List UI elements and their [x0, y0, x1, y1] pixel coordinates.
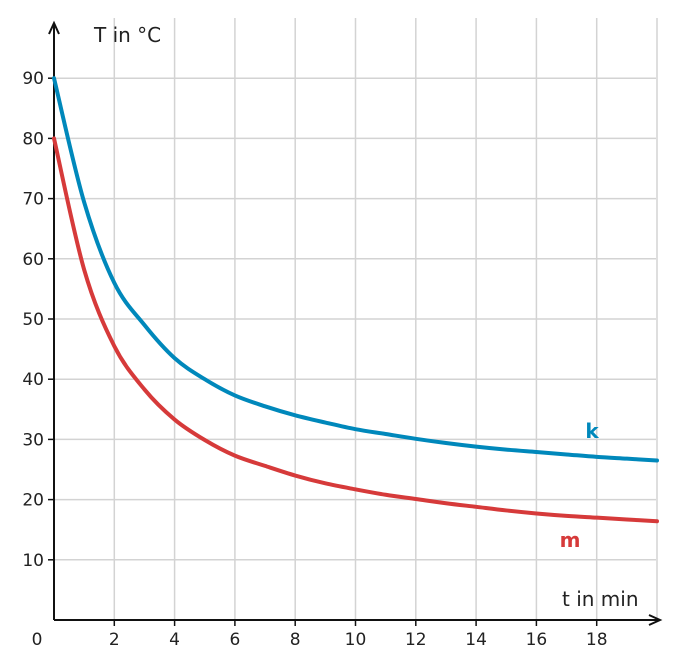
x-tick-label: 14: [465, 630, 487, 650]
x-tick-label: 16: [526, 630, 548, 650]
y-axis-arrow: [48, 20, 60, 35]
y-tick-label: 50: [22, 310, 44, 330]
x-axis-arrow: [648, 614, 663, 626]
y-tick-label: 20: [22, 491, 44, 511]
tick-labels: 2 4 6 8 10 12 14 16 18 10 20 30 40 50 60 70 80 90: [22, 69, 607, 650]
x-tick-label: 2: [109, 630, 120, 650]
y-tick-label: 10: [22, 551, 44, 571]
y-tick-label: 60: [22, 250, 44, 270]
series-line-k: [52, 76, 659, 463]
axes: [48, 20, 663, 626]
x-tick-label: 8: [290, 630, 301, 650]
x-axis-label: t in min: [562, 587, 639, 611]
series-label-k: k: [585, 419, 599, 443]
grid: [54, 18, 658, 620]
x-tick-label: 10: [345, 630, 367, 650]
series-label-m: m: [560, 528, 581, 552]
x-tick-label: 18: [586, 630, 608, 650]
x-tick-label: 12: [405, 630, 427, 650]
y-axis-label: T in °C: [93, 23, 161, 47]
x-tick-label: 6: [229, 630, 240, 650]
y-tick-label: 40: [22, 370, 44, 390]
y-tick-label: 90: [22, 69, 44, 89]
series-line-m: [52, 136, 659, 524]
series-labels: km: [560, 419, 600, 552]
y-tick-label: 30: [22, 430, 44, 450]
series-lines: [52, 76, 659, 524]
x-tick-label: 4: [169, 630, 180, 650]
y-tick-label: 80: [22, 129, 44, 149]
origin-label: 0: [32, 630, 43, 650]
y-tick-label: 70: [22, 190, 44, 210]
